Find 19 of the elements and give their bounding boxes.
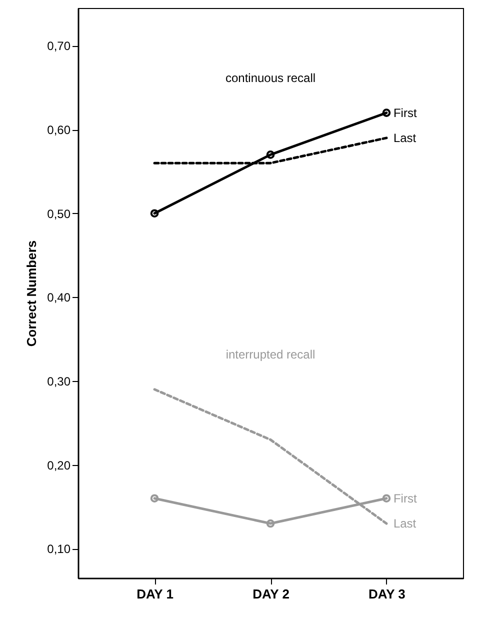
series-label: First: [393, 491, 418, 506]
point: [266, 519, 275, 528]
point: [266, 150, 275, 159]
y-tick-label: 0,60: [47, 123, 71, 138]
y-tick-label: 0,50: [47, 206, 71, 221]
y-tick-label: 0,30: [47, 374, 71, 389]
annotation: interrupted recall: [226, 347, 316, 362]
x-tick-label: DAY 2: [252, 586, 290, 602]
series-label: First: [393, 106, 418, 120]
annotation: continuous recall: [225, 70, 316, 85]
y-tick-label: 0,20: [47, 458, 71, 472]
series-label: Last: [393, 130, 417, 145]
y-tick-label: 0,10: [47, 542, 71, 556]
y-axis-title: Correct Numbers: [24, 240, 40, 347]
y-tick-label: 0,70: [47, 39, 71, 54]
x-tick-label: DAY 3: [368, 586, 406, 602]
series-label: Last: [393, 516, 417, 531]
x-tick-label: DAY 1: [136, 586, 174, 602]
y-tick-label: 0,40: [47, 290, 71, 305]
